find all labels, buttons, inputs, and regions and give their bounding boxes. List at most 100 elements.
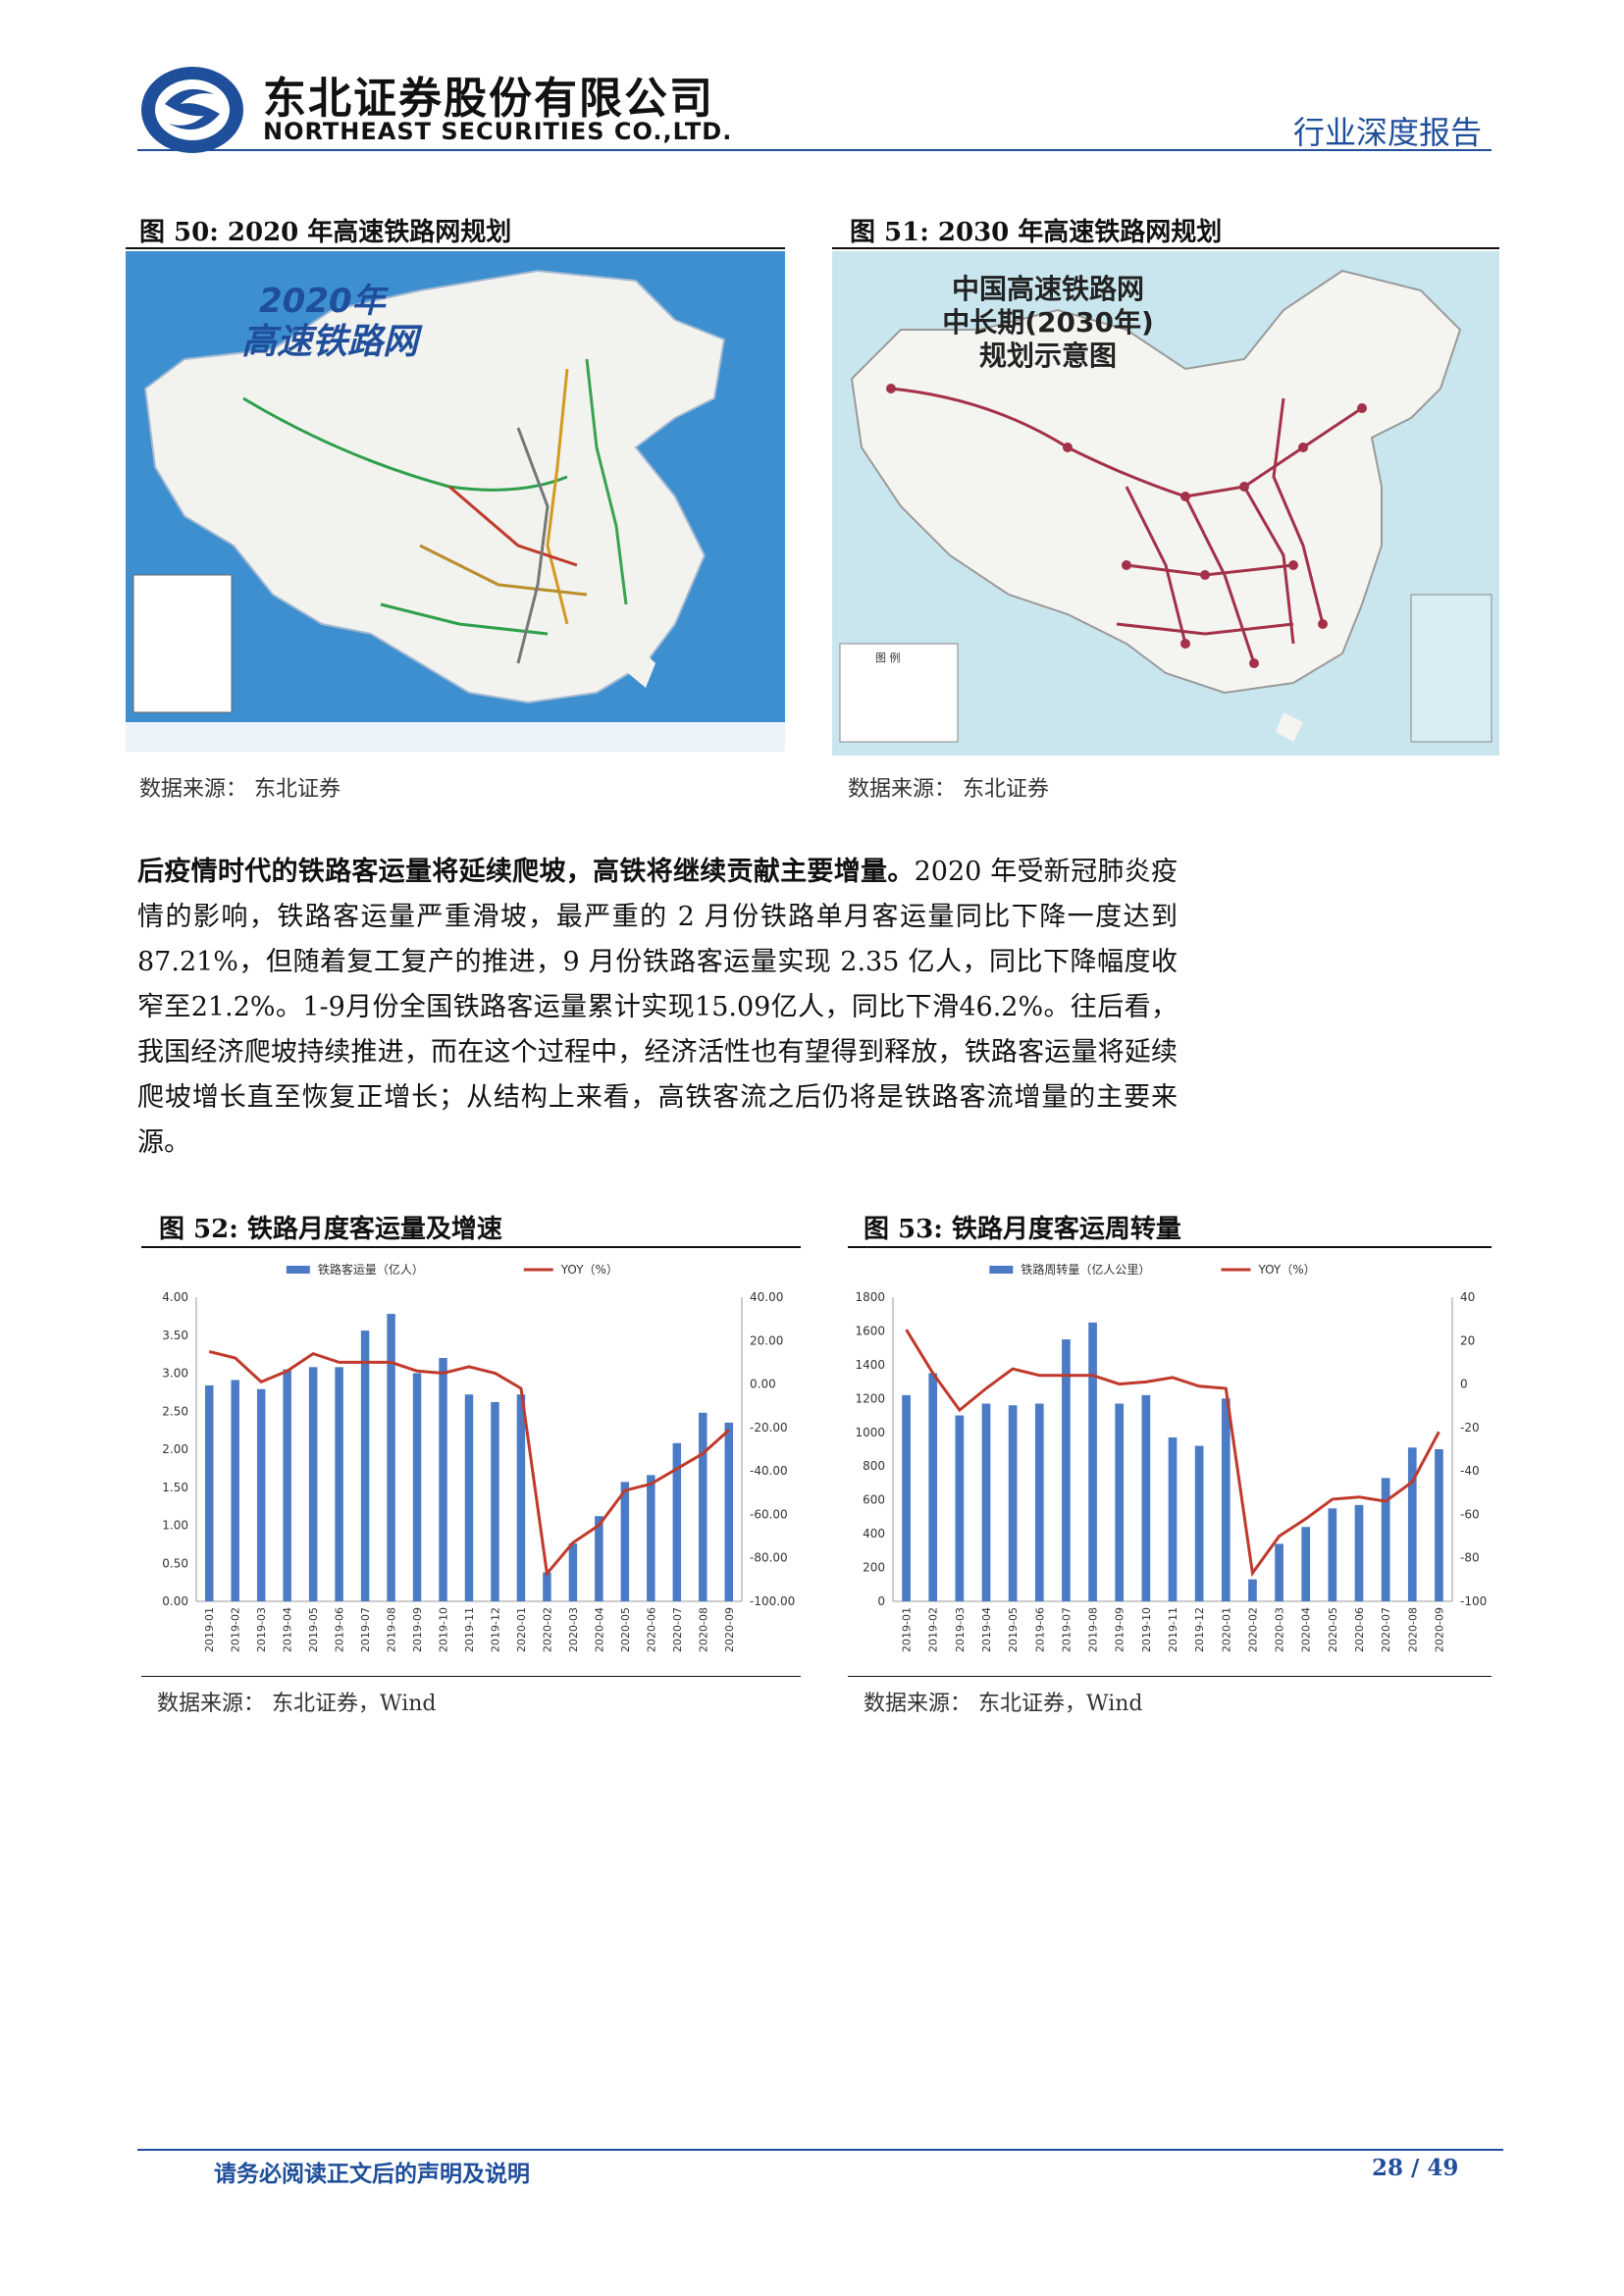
figure-50-title: 图 50: 2020 年高速铁路网规划: [139, 218, 512, 247]
bar: [620, 1482, 630, 1601]
x-tick-label: 2020-05: [619, 1607, 632, 1652]
right-tick-label: 0: [1460, 1378, 1468, 1391]
figure-53-chart: 铁路周转量（亿人公里） YOY（%）02004006008001000120014…: [855, 1262, 1487, 1652]
yoy-line: [905, 1329, 1441, 1578]
fig51-map-title-2: 中长期(2030年): [942, 306, 1154, 339]
x-tick-label: 2019-06: [334, 1607, 346, 1652]
figure-50-source: 数据来源： 东北证券: [139, 777, 341, 802]
bar: [516, 1394, 526, 1601]
bar: [464, 1394, 474, 1601]
left-tick-label: 3.50: [162, 1329, 188, 1342]
header-divider: [137, 149, 1492, 151]
bar: [256, 1388, 266, 1601]
right-tick-label: 40.00: [750, 1290, 783, 1304]
x-tick-label: 2019-11: [463, 1607, 476, 1652]
right-tick-label: 20: [1460, 1333, 1475, 1347]
left-tick-label: 1.00: [162, 1519, 188, 1533]
left-tick-label: 200: [863, 1561, 885, 1575]
figure-53-source: 数据来源： 东北证券，Wind: [864, 1692, 1143, 1716]
bar: [1168, 1436, 1178, 1601]
x-tick-label: 2019-02: [927, 1607, 940, 1652]
bar: [1381, 1478, 1390, 1601]
x-tick-label: 2020-07: [1380, 1607, 1392, 1652]
x-tick-label: 2020-04: [1300, 1607, 1313, 1652]
bar: [283, 1369, 291, 1601]
left-tick-label: 0: [877, 1594, 885, 1608]
x-tick-label: 2019-12: [489, 1607, 501, 1652]
bar: [595, 1516, 603, 1601]
bar: [205, 1384, 214, 1601]
bar: [1301, 1527, 1311, 1601]
bar: [1407, 1447, 1417, 1601]
bar: [672, 1442, 682, 1601]
x-tick-label: 2020-03: [1274, 1607, 1286, 1652]
fig50-map-title-1: 2020年: [259, 282, 390, 321]
paragraph-body: 2020 年受新冠肺炎疫情的影响，铁路客运量严重滑坡，最严重的 2 月份铁路单月…: [137, 857, 1179, 1158]
bar: [1062, 1339, 1071, 1601]
x-tick-label: 2020-04: [593, 1607, 605, 1652]
bar: [647, 1475, 655, 1601]
bar: [1248, 1579, 1257, 1601]
right-tick-label: -100: [1460, 1594, 1487, 1608]
x-tick-label: 2020-09: [1433, 1607, 1445, 1652]
x-tick-label: 2019-09: [1114, 1607, 1126, 1652]
bar: [1194, 1445, 1204, 1601]
right-tick-label: -20.00: [750, 1421, 788, 1435]
figure-53-title: 图 53: 铁路月度客运周转量: [864, 1215, 1181, 1244]
x-tick-label: 2019-08: [1087, 1607, 1100, 1652]
figure-53-bottom-rule: [848, 1676, 1492, 1677]
figure-52-rule: [141, 1246, 801, 1248]
x-tick-label: 2020-06: [645, 1607, 657, 1652]
legend-bar-label: 铁路周转量（亿人公里）: [1021, 1262, 1150, 1277]
x-tick-label: 2019-08: [386, 1607, 398, 1652]
bar: [1034, 1403, 1044, 1601]
paragraph-lead: 后疫情时代的铁路客运量将延续爬坡，高铁将继续贡献主要增量。: [137, 857, 915, 887]
bar: [1354, 1504, 1364, 1601]
bar: [543, 1572, 551, 1601]
bar: [335, 1367, 343, 1601]
x-tick-label: 2020-03: [567, 1607, 580, 1652]
figure-53-rule: [848, 1246, 1492, 1248]
x-tick-label: 2019-01: [901, 1607, 914, 1652]
legend-line-label: YOY（%）: [1257, 1263, 1315, 1277]
x-tick-label: 2020-02: [1246, 1607, 1259, 1652]
x-tick-label: 2019-05: [1007, 1607, 1020, 1652]
fig50-map-title-2: 高速铁路网: [241, 322, 423, 362]
bar: [699, 1412, 707, 1601]
right-tick-label: -80: [1460, 1551, 1480, 1565]
fig51-legend-title: 图 例: [875, 651, 901, 664]
bar: [724, 1422, 733, 1601]
fig51-map-title-3: 规划示意图: [979, 339, 1117, 372]
figure-52-chart: 铁路客运量（亿人） YOY（%） 0.00 0.50 1.00 1.50 2.00 2.50 3…: [162, 1262, 795, 1652]
footer-disclaimer: 请务必阅读正文后的声明及说明: [214, 2161, 530, 2187]
left-tick-label: 3.00: [162, 1367, 188, 1381]
x-tick-label: 2019-07: [1060, 1607, 1073, 1652]
right-tick-label: 40: [1460, 1290, 1475, 1304]
report-type: 行业深度报告: [1293, 114, 1483, 151]
bar: [387, 1314, 395, 1601]
x-tick-label: 2020-09: [723, 1607, 736, 1652]
bar: [308, 1367, 318, 1601]
fig51-map-title-1: 中国高速铁路网: [952, 273, 1144, 305]
company-name-en: NORTHEAST SECURITIES CO.,LTD.: [263, 118, 733, 145]
bar: [928, 1373, 938, 1601]
right-tick-label: 0.00: [750, 1378, 776, 1391]
figure-51-map: 图 例 中国高速铁路网 中长期(2030年) 规划示意图: [832, 251, 1499, 756]
right-tick-label: -80.00: [750, 1551, 788, 1565]
x-tick-label: 2020-07: [671, 1607, 684, 1652]
left-tick-label: 800: [863, 1459, 885, 1473]
left-tick-label: 0.00: [162, 1594, 188, 1608]
x-tick-label: 2020-08: [697, 1607, 709, 1652]
x-tick-label: 2019-12: [1193, 1607, 1206, 1652]
x-tick-label: 2019-03: [954, 1607, 967, 1652]
body-paragraph: 后疫情时代的铁路客运量将延续爬坡，高铁将继续贡献主要增量。2020 年受新冠肺炎…: [137, 850, 1178, 1166]
legend-bar-label: 铁路客运量（亿人）: [318, 1262, 424, 1277]
left-tick-label: 1400: [855, 1358, 885, 1372]
bar: [1008, 1405, 1018, 1601]
bar: [955, 1415, 965, 1601]
bar: [1221, 1398, 1231, 1601]
x-tick-label: 2020-06: [1353, 1607, 1366, 1652]
company-name-cn: 东北证券股份有限公司: [263, 74, 714, 124]
bar: [1328, 1508, 1337, 1601]
figure-51-rule: [832, 247, 1499, 249]
